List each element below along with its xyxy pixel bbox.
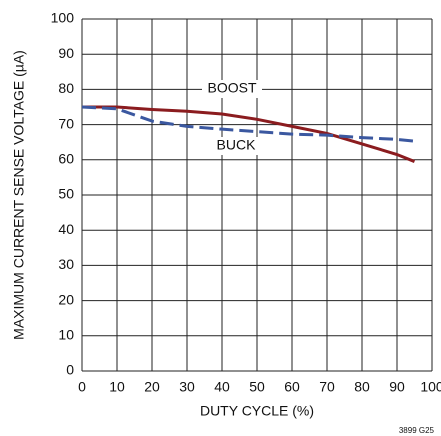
- x-tick-label: 90: [389, 379, 405, 395]
- x-axis-label: DUTY CYCLE (%): [200, 403, 314, 419]
- y-tick-label: 10: [58, 327, 74, 343]
- x-tick-label: 70: [319, 379, 335, 395]
- y-tick-label: 40: [58, 221, 74, 237]
- y-axis-label: MAXIMUM CURRENT SENSE VOLTAGE (µA): [11, 50, 27, 340]
- x-tick-label: 20: [144, 379, 160, 395]
- label-background: [202, 80, 262, 98]
- y-tick-label: 70: [58, 115, 74, 131]
- x-tick-label: 50: [249, 379, 265, 395]
- label-background: [206, 137, 266, 155]
- y-tick-label: 60: [58, 151, 74, 167]
- x-tick-label: 40: [214, 379, 230, 395]
- y-tick-label: 90: [58, 45, 74, 61]
- y-tick-label: 50: [58, 186, 74, 202]
- x-tick-label: 60: [284, 379, 300, 395]
- y-tick-label: 20: [58, 291, 74, 307]
- x-tick-label: 0: [78, 379, 86, 395]
- series-label: BUCK: [217, 137, 257, 153]
- data-line: [82, 105, 416, 163]
- figure-id: 3899 G25: [399, 426, 435, 435]
- y-tick-label: 0: [66, 362, 74, 378]
- y-tick-label: 80: [58, 80, 74, 96]
- y-tick-label: 30: [58, 256, 74, 272]
- x-tick-label: 80: [354, 379, 370, 395]
- x-tick-label: 100: [420, 379, 441, 395]
- y-tick-label: 100: [51, 10, 75, 26]
- x-tick-label: 30: [179, 379, 195, 395]
- series-label: BOOST: [207, 80, 256, 96]
- x-tick-label: 10: [109, 379, 125, 395]
